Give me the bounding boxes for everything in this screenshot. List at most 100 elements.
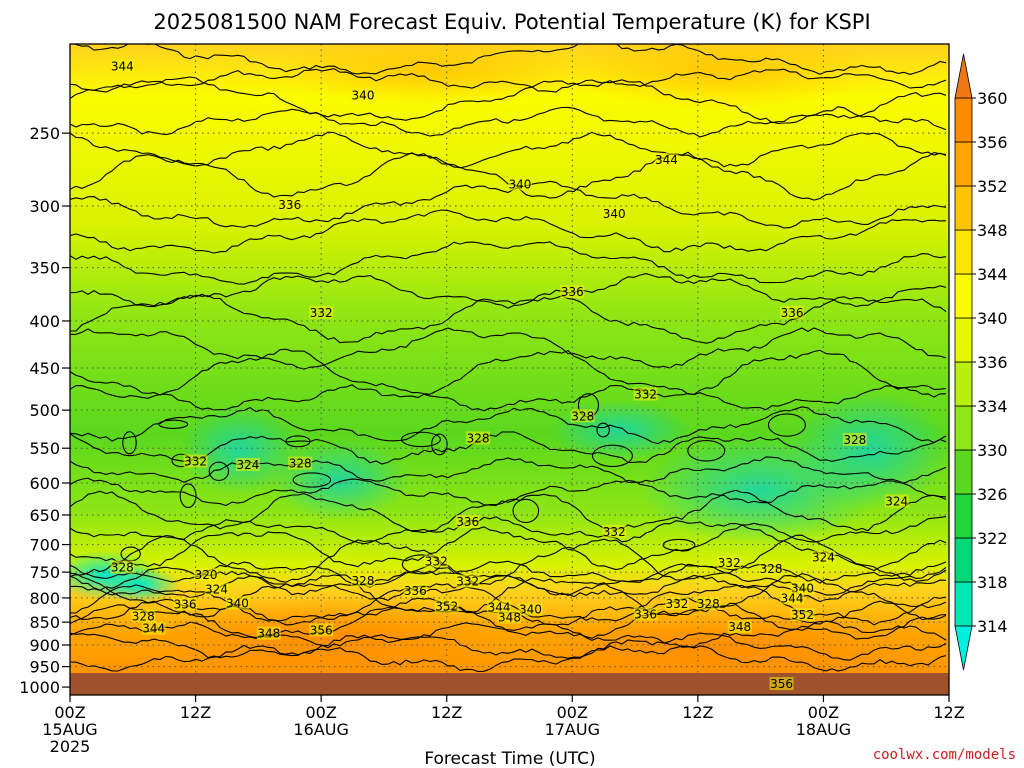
colorbar-band: [954, 449, 973, 495]
colorbar-label: 340: [977, 309, 1008, 328]
contour-labels: 344 340 344 340 336 340 336 336 332 332 328 328 328 3…: [110, 59, 909, 691]
y-tick-label: 400: [29, 312, 60, 331]
credit-text: coolwx.com/models: [873, 747, 1016, 763]
isopleth-cell: [292, 472, 332, 488]
colorbar: 314 318 322 326 330 334 336 340 344 348 352 356 360: [954, 53, 1008, 671]
isopleth-cell: [512, 498, 540, 524]
isopleth: [70, 604, 947, 640]
colorbar-band: [954, 273, 973, 319]
x-tick-label: 00Z: [557, 703, 588, 722]
isopleth: [70, 431, 947, 465]
contour-label: 328: [467, 431, 490, 445]
chart-title: 2025081500 NAM Forecast Equiv. Potential…: [153, 10, 870, 34]
x-tick-label: 12Z: [933, 703, 964, 722]
contour-label-bg: [455, 514, 480, 528]
contour-label-bg: [518, 602, 543, 616]
contour-label-bg: [309, 623, 334, 637]
isopleth: [70, 572, 947, 621]
y-tick-label: 550: [29, 439, 60, 458]
y-tick-label: 800: [29, 589, 60, 608]
contour-label-bg: [141, 621, 166, 635]
moist-blob: [180, 405, 300, 495]
dry-blob: [100, 567, 180, 603]
contour-label: 352: [435, 599, 458, 613]
warm-layer-blob: [530, 610, 910, 690]
colorbar-band: [954, 405, 973, 451]
contour-label-bg: [727, 620, 752, 634]
contour-label: 332: [310, 306, 333, 320]
isopleth-cell: [596, 422, 610, 438]
contour-label: 332: [184, 454, 207, 468]
ground-band: [70, 673, 949, 695]
y-tick-label: 600: [29, 474, 60, 493]
x-date-label: 15AUG: [42, 720, 97, 739]
contour-label-bg: [309, 305, 334, 319]
colorbar-label: 356: [977, 133, 1008, 152]
contour-label: 340: [509, 178, 532, 192]
contour-label: 336: [456, 515, 479, 529]
contour-label-bg: [780, 305, 805, 319]
isopleth-cell: [591, 444, 633, 468]
contour-label: 328: [352, 574, 375, 588]
contour-label-bg: [455, 574, 480, 588]
contour-label: 328: [289, 457, 312, 471]
contour-label: 336: [781, 306, 804, 320]
contour-label-bg: [717, 556, 742, 570]
isopleth: [70, 489, 947, 534]
contour-label: 356: [770, 677, 793, 691]
contour-label: 340: [226, 596, 249, 610]
contour-label: 324: [812, 551, 835, 565]
y-tick-label: 850: [29, 613, 60, 632]
isopleth: [70, 131, 947, 169]
isopleth: [70, 106, 947, 138]
y-tick-label: 650: [29, 506, 60, 525]
contour-label: 332: [665, 597, 688, 611]
contour-label: 340: [352, 88, 375, 102]
isopleth: [70, 456, 947, 484]
field-background: [70, 44, 949, 695]
contour-label-bg: [633, 387, 658, 401]
y-tick-label: 1000: [19, 678, 60, 697]
contour-label-bg: [288, 456, 313, 470]
x-date-label: 18AUG: [796, 720, 851, 739]
contour-label-bg: [173, 597, 198, 611]
isopleth: [70, 76, 947, 124]
colorbar-band: [954, 361, 973, 407]
contour-label-bg: [790, 581, 815, 595]
contour-label: 344: [142, 622, 165, 636]
isopleth: [72, 44, 947, 75]
contour-label-bg: [110, 560, 135, 574]
colorbar-label: 322: [977, 529, 1008, 548]
contour-label-bg: [560, 285, 585, 299]
contour-label-bg: [497, 610, 522, 624]
y-tick-label: 250: [29, 124, 60, 143]
colorbar-label: 334: [977, 397, 1008, 416]
isopleth: [70, 620, 947, 649]
contour-label-bg: [842, 432, 867, 446]
colorbar-band: [954, 581, 973, 627]
isopleth-cell: [431, 433, 448, 456]
y-tick-label: 450: [29, 359, 60, 378]
contour-label: 336: [634, 608, 657, 622]
y-tick-label: 350: [29, 259, 60, 278]
x-date-label: 17AUG: [545, 720, 600, 739]
colorbar-label: 344: [977, 265, 1008, 284]
contour-label-bg: [466, 431, 491, 445]
contour-label: 344: [111, 59, 134, 73]
y-tick-label: 900: [29, 636, 60, 655]
upper-warm-blob: [560, 44, 880, 110]
contour-label-bg: [351, 88, 375, 102]
y-tick-label: 300: [29, 197, 60, 216]
x-tick-label: 12Z: [180, 703, 211, 722]
contour-label: 324: [885, 494, 908, 508]
contour-label-bg: [633, 607, 658, 621]
contour-label: 348: [498, 610, 521, 624]
contour-label: 328: [132, 609, 155, 623]
contour-label-bg: [131, 609, 156, 623]
contour-label-bg: [654, 152, 679, 166]
contour-label-bg: [403, 583, 428, 597]
plot-frame: [69, 43, 950, 696]
colorbar-top-arrow: [954, 53, 973, 99]
